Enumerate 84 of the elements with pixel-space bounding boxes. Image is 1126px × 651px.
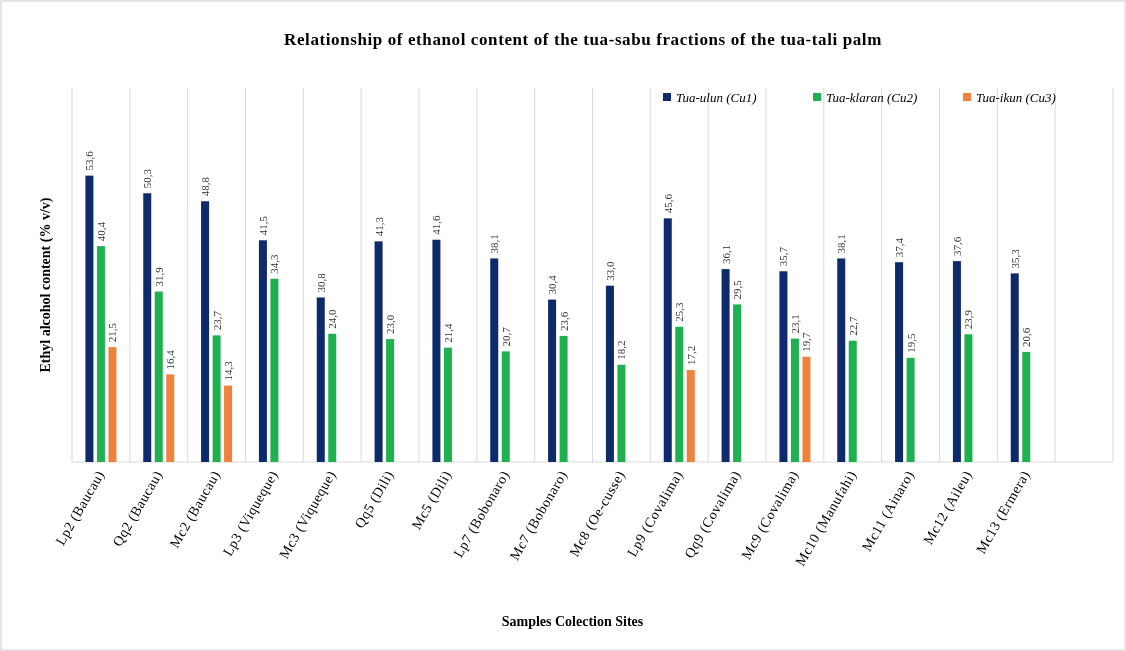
data-label: 38,1: [488, 234, 501, 254]
data-label: 20,6: [1020, 327, 1033, 347]
data-label: 20,7: [499, 326, 512, 347]
data-label: 53,6: [83, 150, 96, 171]
data-label: 37,6: [950, 236, 963, 257]
bar: [328, 333, 337, 462]
data-label: 38,1: [835, 234, 848, 254]
bar: [201, 201, 210, 462]
data-label: 41,5: [256, 215, 269, 236]
bar: [501, 351, 510, 462]
bar: [270, 278, 279, 462]
data-label: 37,4: [893, 237, 906, 258]
data-label: 21,5: [106, 322, 119, 343]
data-label: 41,3: [372, 216, 385, 237]
data-label: 30,8: [314, 272, 327, 293]
bar: [790, 338, 799, 462]
bar: [952, 261, 961, 462]
data-label: 36,1: [719, 244, 732, 265]
data-label: 14,3: [222, 360, 235, 381]
data-label: 41,6: [430, 214, 443, 235]
data-label: 17,2: [684, 345, 697, 366]
legend-label: Tua-ulun (Cu1): [676, 90, 757, 105]
bar: [559, 335, 568, 462]
bar: [108, 347, 117, 462]
legend-label: Tua-klaran (Cu2): [826, 90, 918, 105]
bar: [490, 258, 499, 462]
data-label: 23,7: [210, 310, 223, 331]
bar: [675, 326, 684, 462]
data-label: 18,2: [615, 340, 628, 360]
data-label: 22,7: [846, 315, 859, 336]
data-label: 23,1: [788, 314, 801, 334]
bar: [548, 299, 557, 462]
bar: [166, 374, 175, 462]
data-label: 19,5: [904, 333, 917, 353]
data-label: 23,9: [962, 309, 975, 330]
bar: [374, 241, 383, 462]
data-label: 35,7: [777, 246, 790, 267]
data-label: 30,4: [546, 274, 559, 295]
bar: [686, 370, 695, 462]
bar: [212, 335, 221, 462]
bar: [964, 334, 973, 462]
bar: [386, 339, 395, 462]
data-label: 16,4: [164, 349, 177, 370]
bar: [906, 357, 915, 462]
data-label: 23,0: [384, 314, 397, 335]
data-label: 29,5: [731, 279, 744, 300]
data-label: 48,8: [199, 176, 212, 197]
bar: [895, 262, 904, 462]
bar: [258, 240, 267, 462]
bar: [85, 175, 94, 462]
data-label: 19,7: [800, 332, 813, 352]
data-label: 33,0: [603, 260, 616, 281]
bar: [1022, 351, 1031, 462]
data-label: 45,6: [661, 193, 674, 214]
bar: [848, 340, 857, 462]
bar: [663, 218, 672, 462]
bar: [224, 385, 233, 462]
data-label: 23,6: [557, 311, 570, 331]
bar: [96, 246, 105, 462]
data-label: 50,3: [141, 168, 154, 189]
data-label: 35,3: [1008, 248, 1021, 269]
x-axis-title: Samples Colection Sites: [501, 614, 644, 629]
bar: [733, 304, 742, 462]
chart-title: Relationship of ethanol content of the tua-sabu fractions of the tua-tali palm: [284, 30, 882, 49]
bar: [154, 291, 163, 462]
bar: [1010, 273, 1019, 462]
bar: [432, 239, 441, 462]
bar: [779, 271, 788, 462]
bar: [143, 193, 152, 462]
data-label: 21,4: [441, 322, 454, 343]
bar: [802, 356, 811, 462]
bar: [605, 285, 614, 462]
data-label: 40,4: [94, 221, 107, 242]
data-label: 34,3: [268, 253, 281, 274]
bar: [837, 258, 846, 462]
bar: [617, 364, 626, 462]
legend-label: Tua-ikun (Cu3): [976, 90, 1056, 105]
data-label: 25,3: [673, 302, 686, 322]
bar: [443, 347, 452, 462]
bar: [721, 269, 730, 462]
data-label: 31,9: [152, 266, 165, 287]
y-axis-title: Ethyl alcohol content (% v/v): [38, 197, 54, 373]
data-label: 24,0: [326, 309, 339, 329]
bar: [316, 297, 325, 462]
